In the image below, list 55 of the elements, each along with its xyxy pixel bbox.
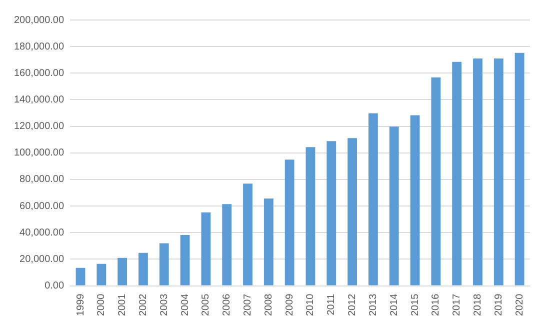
x-tick-label: 2004 [180, 293, 191, 316]
x-tick-label: 2008 [263, 293, 274, 316]
x-tick-label: 2005 [200, 293, 212, 316]
bar [473, 58, 482, 286]
bar [159, 243, 169, 286]
y-tick-label: 80,000.00 [20, 174, 64, 186]
x-tick-label: 2009 [284, 293, 296, 316]
bar [118, 258, 128, 286]
y-tick-label: 60,000.00 [20, 200, 64, 212]
y-tick-label: 40,000.00 [20, 227, 64, 238]
y-tick-label: 200,000.00 [14, 14, 64, 26]
bar [326, 141, 336, 286]
bar [514, 52, 524, 286]
y-tick-label: 140,000.00 [14, 94, 64, 106]
bar [389, 126, 399, 286]
x-tick-label: 2015 [410, 293, 421, 316]
x-tick-label: 2000 [96, 293, 108, 316]
bar [494, 58, 504, 286]
bar [306, 147, 316, 286]
bar [201, 212, 211, 286]
bar [410, 115, 420, 286]
x-tick-label: 2003 [158, 293, 170, 316]
bar [264, 198, 274, 286]
x-tick-label: 2002 [138, 293, 149, 316]
bar [368, 113, 378, 286]
bar [348, 138, 357, 286]
y-tick-label: 120,000.00 [14, 121, 64, 132]
bar [452, 62, 462, 286]
x-tick-label: 2017 [452, 293, 463, 316]
bar [284, 160, 294, 286]
x-tick-label: 2018 [472, 293, 484, 316]
x-tick-label: 2019 [493, 293, 504, 316]
y-tick-label: 100,000.00 [14, 148, 64, 159]
x-tick-label: 1999 [75, 293, 86, 316]
x-tick-label: 2011 [326, 293, 338, 316]
x-tick-label: 2001 [117, 293, 128, 316]
y-tick-label: 0.00 [44, 280, 64, 292]
y-tick-label: 20,000.00 [20, 254, 64, 265]
x-tick-label: 2020 [514, 293, 526, 316]
x-tick-label: 2007 [242, 293, 254, 316]
y-tick-label: 180,000.00 [14, 41, 64, 52]
x-tick-label: 2013 [368, 293, 379, 316]
bar [180, 234, 190, 286]
bar [431, 77, 441, 286]
x-tick-label: 2016 [430, 293, 442, 316]
bar [222, 204, 232, 286]
x-tick-label: 2006 [222, 293, 233, 316]
bar [96, 264, 106, 286]
bar [243, 184, 252, 286]
bar [76, 268, 86, 286]
y-tick-label: 160,000.00 [14, 68, 64, 79]
x-tick-label: 2012 [347, 293, 358, 316]
bar [138, 252, 148, 286]
x-tick-label: 2014 [388, 293, 400, 316]
x-tick-label: 2010 [305, 293, 316, 316]
